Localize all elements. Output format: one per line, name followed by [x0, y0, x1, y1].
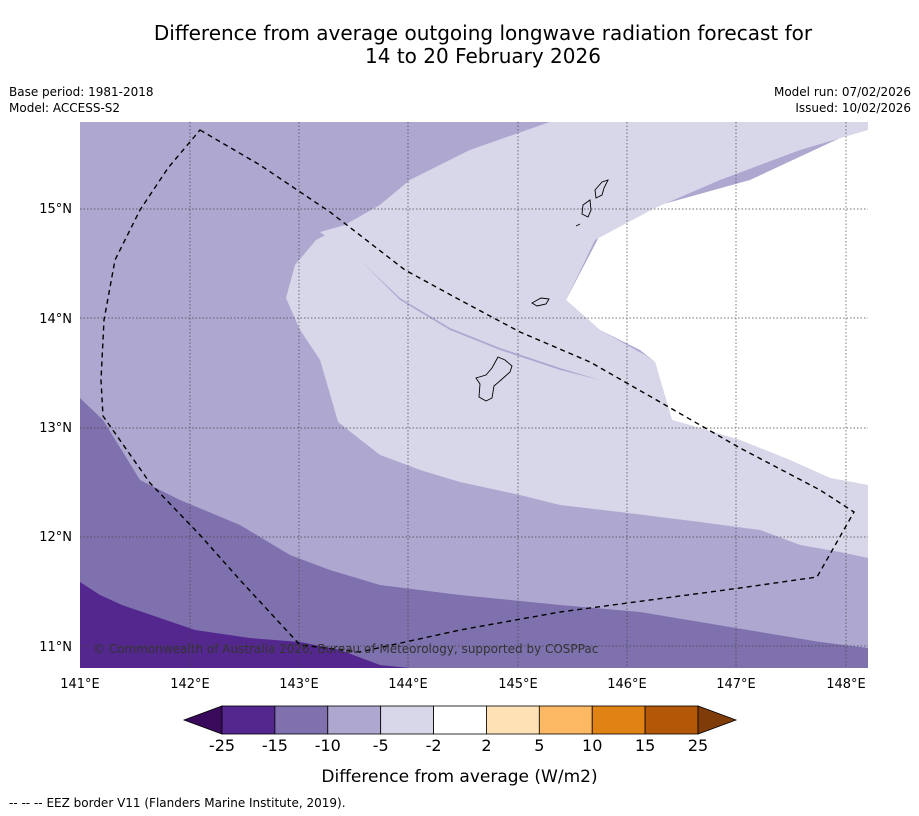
colorbar-tick-label: 5 [534, 736, 544, 755]
colorbar-tick-label: -25 [209, 736, 235, 755]
base-period: Base period: 1981-2018 [9, 85, 154, 99]
eez-legend-text: EEZ border V11 (Flanders Marine Institut… [46, 796, 346, 810]
band-minus2-plus2 [566, 122, 868, 485]
band-minus5-minus2 [285, 122, 868, 558]
colorbar-swatch [380, 705, 434, 735]
lon-tick: 148°E [826, 677, 866, 692]
colorbar-label: Difference from average (W/m2) [321, 767, 598, 787]
colorbar-extend-low [182, 705, 223, 735]
colorbar-tick-label: 15 [635, 736, 655, 755]
island-rota [531, 297, 550, 307]
band-minus5-minus2-upper [320, 122, 868, 420]
map-area [80, 122, 868, 668]
legend-footer: -- -- -- EEZ border V11 (Flanders Marine… [9, 796, 346, 810]
band-minus10-minus5-fill [80, 122, 868, 668]
colorbar-tick-label: -2 [426, 736, 442, 755]
issued-date: Issued: 10/02/2026 [795, 101, 911, 115]
colorbar-swatch [538, 705, 593, 735]
island-guam [475, 356, 513, 402]
colorbar-swatch [221, 705, 276, 735]
lon-tick: 142°E [170, 677, 210, 692]
title-line-2: 14 to 20 February 2026 [365, 44, 601, 68]
title-line-1: Difference from average outgoing longwav… [153, 21, 813, 45]
lat-tick: 14°N [39, 312, 72, 327]
band-minus15-minus10 [80, 398, 868, 668]
colorbar-swatch [644, 705, 699, 735]
colorbar-swatch [274, 705, 329, 735]
colorbar-swatch [591, 705, 646, 735]
lon-tick-labels: 141°E 142°E 143°E 144°E 145°E 146°E 147°… [60, 677, 866, 692]
lat-tick: 12°N [39, 530, 72, 545]
colorbar-tick-label: -15 [262, 736, 288, 755]
meta-right: Model run: 07/02/2026 Issued: 10/02/2026 [774, 84, 911, 116]
island-tinian [581, 199, 592, 218]
colorbar-tick-label: 25 [688, 736, 708, 755]
gridlines [80, 122, 868, 668]
colorbar-swatch [433, 705, 487, 735]
lon-tick: 147°E [716, 677, 756, 692]
eez-line-symbol: -- -- -- [9, 796, 43, 810]
band-minus25-minus15 [80, 582, 410, 668]
colorbar-swatch [486, 705, 540, 735]
chart-title: Difference from average outgoing longwav… [80, 22, 886, 68]
colorbar-tick-label: 2 [481, 736, 491, 755]
eez-border [100, 129, 855, 653]
colorbar-swatch [327, 705, 382, 735]
lon-tick: 144°E [388, 677, 428, 692]
lon-tick: 145°E [498, 677, 538, 692]
lat-tick: 15°N [39, 202, 72, 217]
model-run: Model run: 07/02/2026 [773, 85, 911, 99]
lat-tick: 11°N [39, 640, 72, 655]
colorbar-tick-label: -10 [315, 736, 341, 755]
model-name: Model: ACCESS-S2 [9, 101, 121, 115]
colorbar-tick-label: -5 [373, 736, 389, 755]
colorbar: -25 -15 -10 -5 -2 2 5 10 15 25 [182, 705, 738, 755]
island-aguijan [575, 223, 581, 227]
lon-tick: 141°E [60, 677, 100, 692]
lat-tick-labels: 15°N 14°N 13°N 12°N 11°N [39, 202, 72, 655]
island-saipan [594, 179, 609, 199]
lon-tick: 143°E [279, 677, 319, 692]
colorbar-tick-label: 10 [582, 736, 602, 755]
lat-tick: 13°N [39, 421, 72, 436]
colorbar-extend-high [697, 705, 738, 735]
copyright-text: © Commonwealth of Australia 2026, Bureau… [93, 642, 598, 656]
lon-tick: 146°E [607, 677, 647, 692]
islands [475, 179, 609, 402]
meta-left: Base period: 1981-2018 Model: ACCESS-S2 [9, 84, 154, 116]
